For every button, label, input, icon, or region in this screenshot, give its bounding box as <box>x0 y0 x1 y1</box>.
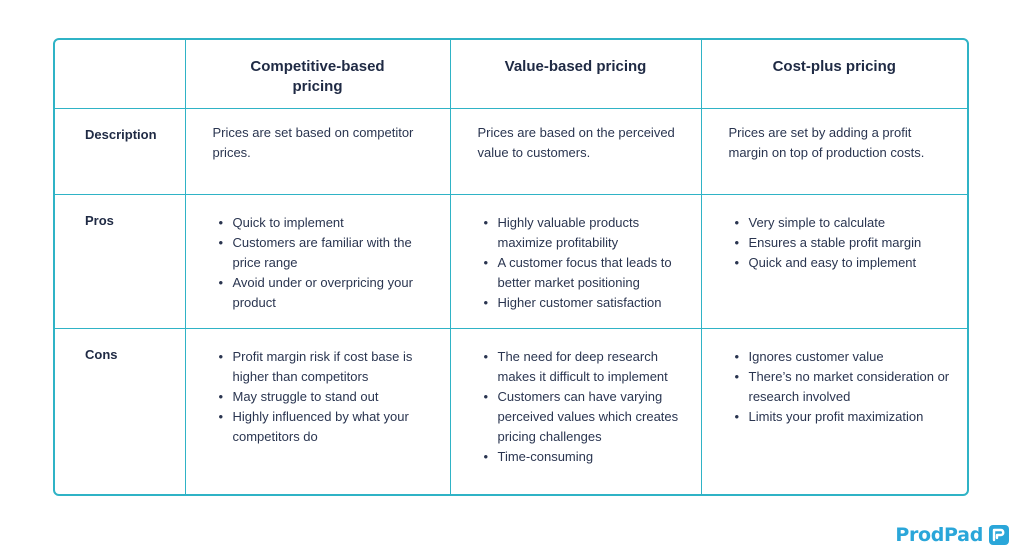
list-item: May struggle to stand out <box>219 387 438 407</box>
pros-list: Quick to implement Customers are familia… <box>213 213 438 313</box>
description-cost-plus: Prices are set by adding a profit margin… <box>700 107 967 195</box>
brand-logo: ProdPad <box>895 524 1010 546</box>
cons-list: The need for deep research makes it diff… <box>478 347 689 467</box>
list-item: Time-consuming <box>484 447 689 467</box>
list-item: There’s no market consideration or resea… <box>735 367 956 407</box>
cons-row: Cons Profit margin risk if cost base is … <box>55 327 967 494</box>
list-item: Highly influenced by what your competito… <box>219 407 438 447</box>
list-item: Customers are familiar with the price ra… <box>219 233 438 273</box>
pros-value-based: Highly valuable products maximize profit… <box>449 193 702 329</box>
cons-list: Profit margin risk if cost base is highe… <box>213 347 438 447</box>
header-row: Competitive-based pricing Value-based pr… <box>55 40 967 109</box>
prodpad-logo-icon <box>988 524 1010 546</box>
description-competitive-based: Prices are set based on competitor price… <box>184 107 451 195</box>
row-label-pros: Pros <box>55 193 186 329</box>
list-item: Higher customer satisfaction <box>484 293 689 313</box>
header-competitive-based: Competitive-based pricing <box>184 40 451 109</box>
list-item: Quick to implement <box>219 213 438 233</box>
header-cost-plus: Cost-plus pricing <box>700 40 967 109</box>
row-label-description: Description <box>55 107 186 195</box>
brand-name: ProdPad <box>895 524 983 546</box>
list-item: Avoid under or overpricing your product <box>219 273 438 313</box>
description-row: Description Prices are set based on comp… <box>55 107 967 195</box>
cons-list: Ignores customer value There’s no market… <box>729 347 956 427</box>
list-item: The need for deep research makes it diff… <box>484 347 689 387</box>
list-item: Ignores customer value <box>735 347 956 367</box>
list-item: Quick and easy to implement <box>735 253 956 273</box>
list-item: Very simple to calculate <box>735 213 956 233</box>
pros-row: Pros Quick to implement Customers are fa… <box>55 193 967 329</box>
list-item: Highly valuable products maximize profit… <box>484 213 689 253</box>
header-value-based: Value-based pricing <box>449 40 702 109</box>
pros-list: Very simple to calculate Ensures a stabl… <box>729 213 956 273</box>
header-corner <box>55 40 186 109</box>
pros-list: Highly valuable products maximize profit… <box>478 213 689 313</box>
list-item: Profit margin risk if cost base is highe… <box>219 347 438 387</box>
list-item: Ensures a stable profit margin <box>735 233 956 253</box>
cons-cost-plus: Ignores customer value There’s no market… <box>700 327 967 494</box>
pricing-comparison-table: Competitive-based pricing Value-based pr… <box>53 38 969 496</box>
cons-value-based: The need for deep research makes it diff… <box>449 327 702 494</box>
list-item: Customers can have varying perceived val… <box>484 387 689 447</box>
pros-cost-plus: Very simple to calculate Ensures a stabl… <box>700 193 967 329</box>
pros-competitive-based: Quick to implement Customers are familia… <box>184 193 451 329</box>
description-value-based: Prices are based on the perceived value … <box>449 107 702 195</box>
list-item: A customer focus that leads to better ma… <box>484 253 689 293</box>
row-label-cons: Cons <box>55 327 186 494</box>
list-item: Limits your profit maximization <box>735 407 956 427</box>
cons-competitive-based: Profit margin risk if cost base is highe… <box>184 327 451 494</box>
